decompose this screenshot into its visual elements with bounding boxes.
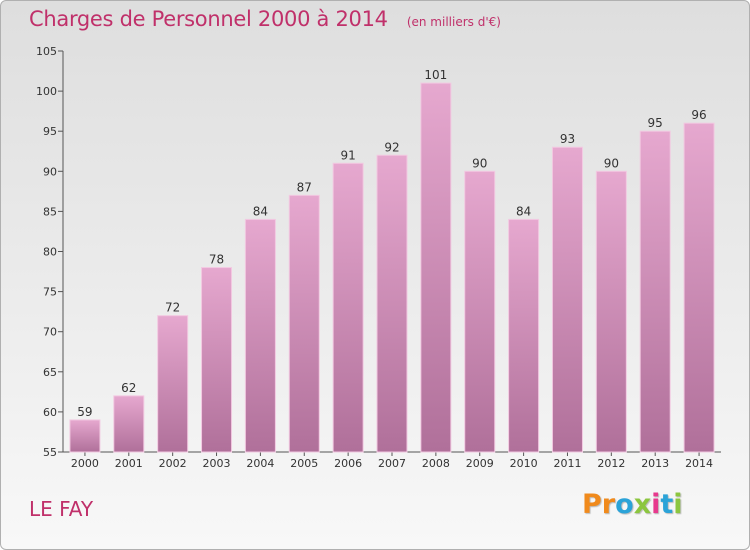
bar-value-label: 92 [384,140,399,154]
y-tick-label: 70 [43,326,57,339]
bar [464,170,496,453]
logo-letter: r [601,489,616,520]
bar [244,218,276,453]
bar [201,267,233,453]
x-tick-label: 2012 [597,457,625,470]
commune-name: LE FAY [29,497,94,521]
y-tick-label: 75 [43,286,57,299]
y-tick-label: 95 [43,125,57,138]
logo-letter: o [615,489,634,520]
chart-subtitle: (en milliers d'€) [406,15,501,29]
bar [595,170,627,453]
bar-value-label: 95 [648,116,663,130]
bar-value-label: 72 [165,301,180,315]
y-tick-label: 100 [36,85,57,98]
y-tick-label: 90 [43,165,57,178]
bar [288,194,320,453]
logo-letter: i [651,489,661,520]
x-tick-label: 2000 [71,457,99,470]
bar-value-label: 90 [604,156,619,170]
x-tick-label: 2009 [466,457,494,470]
proxiti-logo[interactable]: Proxiti [582,489,683,520]
bar-value-label: 62 [121,381,136,395]
y-tick-label: 55 [43,446,57,459]
y-tick-label: 65 [43,366,57,379]
bar-value-label: 91 [340,148,355,162]
bar [551,146,583,453]
y-tick-label: 60 [43,406,57,419]
x-tick-label: 2011 [553,457,581,470]
bar [113,395,145,453]
bar [376,154,408,453]
x-tick-label: 2014 [685,457,713,470]
chart-title: Charges de Personnel 2000 à 2014 [29,7,388,31]
bar-value-label: 93 [560,132,575,146]
bar [639,130,671,453]
bar [69,419,101,453]
x-tick-label: 2004 [246,457,274,470]
logo-letter: P [582,489,602,520]
logo-letter: x [633,489,652,520]
x-tick-label: 2006 [334,457,362,470]
x-tick-label: 2001 [115,457,143,470]
y-tick-label: 80 [43,246,57,259]
y-tick-label: 105 [36,45,57,58]
logo-letter: t [660,489,674,520]
y-tick-label: 85 [43,205,57,218]
bar [420,82,452,453]
logo-letter: i [673,489,683,520]
x-tick-label: 2010 [510,457,538,470]
x-tick-label: 2002 [159,457,187,470]
bar [157,315,189,453]
bar-value-label: 101 [424,68,447,82]
bar-value-label: 90 [472,156,487,170]
title-block: Charges de Personnel 2000 à 2014 (en mil… [29,7,501,31]
bars [69,82,715,453]
x-tick-label: 2005 [290,457,318,470]
bar [683,122,715,453]
bar-value-label: 96 [691,108,706,122]
axes: 55 60 65 70 75 80 85 90 95 100 105 2000 2001 2002 2003… [36,45,721,470]
x-tick-label: 2003 [203,457,231,470]
bar-value-label: 87 [297,180,312,194]
x-tick-label: 2007 [378,457,406,470]
x-tick-label: 2013 [641,457,669,470]
bar-value-label: 84 [516,204,531,218]
bar-value-label: 84 [253,204,268,218]
data-labels: 59 62 72 78 84 87 91 92 101 90 84 93 90 95 96 [77,68,706,419]
bar-value-label: 59 [77,405,92,419]
bar-value-label: 78 [209,253,224,267]
bar [332,162,364,453]
x-tick-label: 2008 [422,457,450,470]
bar [508,218,540,453]
